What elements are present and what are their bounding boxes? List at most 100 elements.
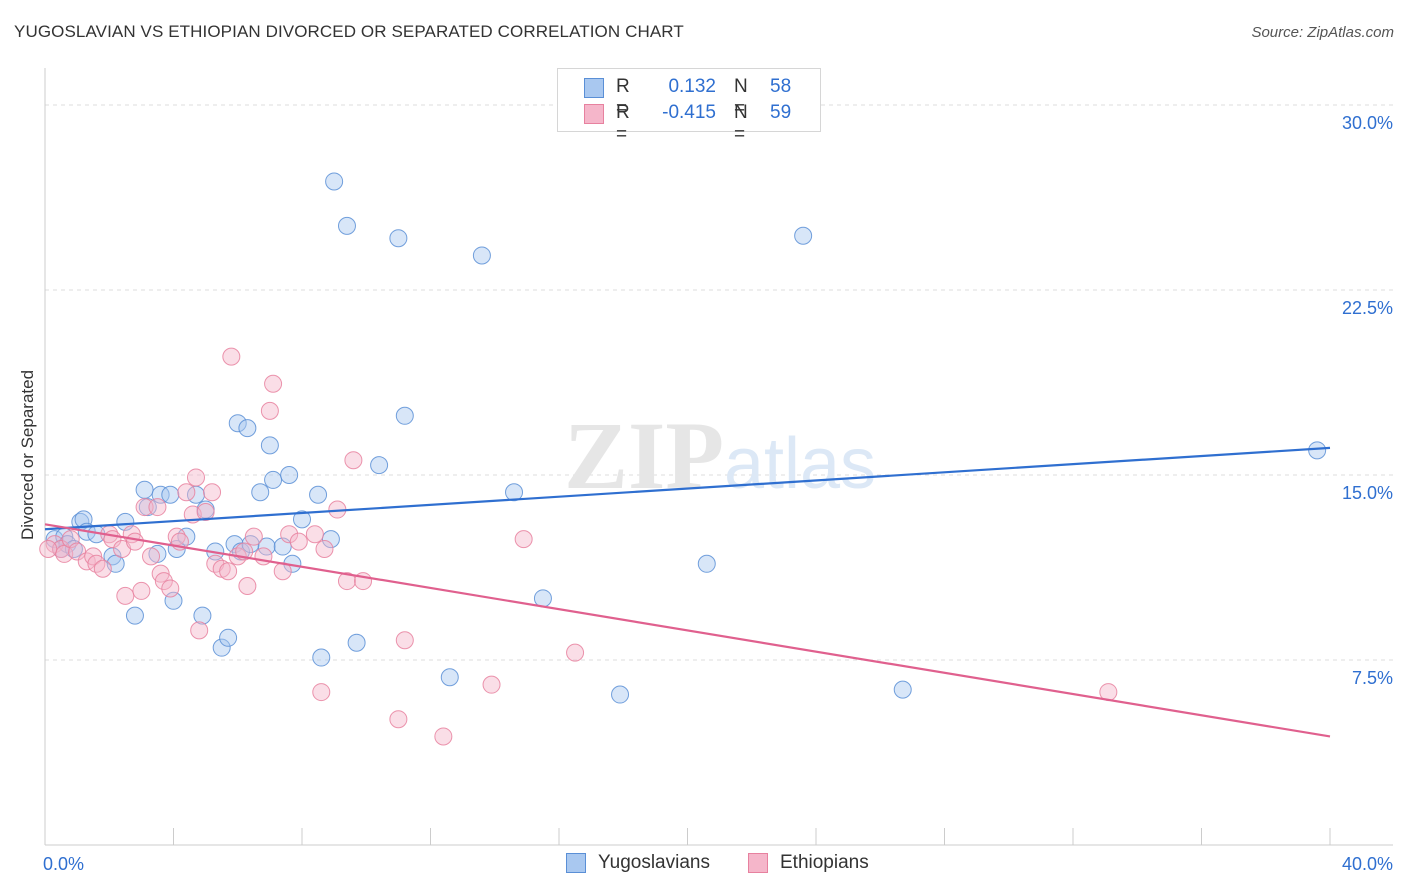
legend-r-label: R = xyxy=(616,76,630,119)
x-tick-label-max: 40.0% xyxy=(1342,854,1393,874)
data-point-ethiopian xyxy=(52,540,71,558)
data-point-yugoslavian xyxy=(472,246,491,265)
bottom-legend-swatch-blue xyxy=(566,853,586,873)
bottom-legend-label: Ethiopians xyxy=(780,852,869,873)
data-point-yugoslavian xyxy=(228,414,247,433)
data-point-yugoslavian xyxy=(1308,441,1327,460)
data-point-yugoslavian xyxy=(135,480,154,499)
watermark-zip: ZIP xyxy=(564,402,724,509)
data-point-yugoslavian xyxy=(264,470,283,489)
y-tick-label: 7.5% xyxy=(1352,668,1393,688)
data-point-yugoslavian xyxy=(325,172,344,191)
data-point-ethiopian xyxy=(337,572,356,591)
legend-r-label: R = xyxy=(616,102,630,145)
data-point-yugoslavian xyxy=(161,485,180,504)
data-point-ethiopian xyxy=(389,710,408,729)
data-point-ethiopian xyxy=(312,683,331,702)
legend-r-value: -0.415 xyxy=(662,102,716,123)
data-point-ethiopian xyxy=(280,525,299,544)
y-tick-labels: 7.5% 15.0% 22.5% 30.0% xyxy=(1342,113,1393,688)
data-point-ethiopian xyxy=(177,483,196,502)
data-point-ethiopian xyxy=(315,540,334,558)
chart-source: Source: ZipAtlas.com xyxy=(1251,24,1394,41)
chart-title: YUGOSLAVIAN VS ETHIOPIAN DIVORCED OR SEP… xyxy=(14,22,684,41)
data-point-yugoslavian xyxy=(125,606,144,625)
data-point-ethiopian xyxy=(135,498,154,517)
trend-line-yugoslavians xyxy=(44,446,1331,531)
data-point-ethiopian xyxy=(344,451,363,470)
correlation-legend: R = 0.132 N = 58 R = -0.415 N = 59 xyxy=(557,68,821,145)
data-point-ethiopian xyxy=(514,530,533,549)
data-point-yugoslavian xyxy=(64,540,83,558)
data-point-yugoslavian xyxy=(193,606,212,625)
data-point-ethiopian xyxy=(116,586,135,605)
data-point-yugoslavian xyxy=(533,589,552,608)
data-point-ethiopian xyxy=(190,621,209,640)
data-point-ethiopian xyxy=(132,581,151,600)
data-point-ethiopian xyxy=(264,374,283,393)
data-point-ethiopian xyxy=(222,347,241,366)
data-point-ethiopian xyxy=(203,483,222,502)
data-point-yugoslavian xyxy=(257,537,276,556)
y-tick-label: 30.0% xyxy=(1342,113,1393,133)
legend-n-value: 58 xyxy=(770,76,792,97)
y-tick-label: 15.0% xyxy=(1342,483,1393,503)
watermark-atlas: atlas xyxy=(724,424,876,504)
data-point-ethiopian xyxy=(395,631,414,650)
axes xyxy=(44,68,1393,846)
data-point-ethiopian xyxy=(39,540,58,558)
y-axis-label: Divorced or Separated xyxy=(18,370,37,540)
data-point-ethiopian xyxy=(289,532,308,551)
legend-n-label: N = xyxy=(734,76,748,119)
trend-lines xyxy=(44,446,1331,738)
data-point-ethiopian xyxy=(125,532,144,551)
data-point-ethiopian xyxy=(305,525,324,544)
data-point-ethiopian xyxy=(186,468,205,487)
watermark: ZIPatlas xyxy=(564,402,876,509)
legend-n-label: N = xyxy=(734,102,748,145)
data-point-ethiopian xyxy=(154,572,173,591)
data-point-yugoslavian xyxy=(893,680,912,699)
data-point-ethiopian xyxy=(260,401,279,420)
data-point-yugoslavian xyxy=(697,554,716,573)
data-point-ethiopian xyxy=(244,527,263,546)
data-point-ethiopian xyxy=(68,542,87,561)
data-point-yugoslavian xyxy=(309,485,328,504)
data-point-ethiopian xyxy=(142,547,161,566)
data-point-yugoslavian xyxy=(395,406,414,425)
data-point-yugoslavian xyxy=(280,466,299,484)
data-point-yugoslavian xyxy=(440,668,459,687)
data-point-yugoslavian xyxy=(370,456,389,475)
data-point-ethiopian xyxy=(238,577,257,595)
trend-line-ethiopians xyxy=(44,523,1331,738)
data-point-ethiopian xyxy=(219,562,238,581)
grid-lines xyxy=(45,104,1393,661)
bottom-legend-label: Yugoslavians xyxy=(598,852,710,873)
data-point-ethiopian xyxy=(148,498,167,517)
data-point-yugoslavian xyxy=(260,436,279,455)
legend-swatch-blue xyxy=(584,78,604,98)
data-point-ethiopian xyxy=(566,643,585,662)
legend-r-value: 0.132 xyxy=(668,76,716,97)
data-point-ethiopian xyxy=(482,675,501,694)
data-point-yugoslavian xyxy=(219,628,238,647)
x-tick-label-min: 0.0% xyxy=(43,854,84,874)
data-point-yugoslavian xyxy=(794,226,813,245)
data-point-yugoslavian xyxy=(389,229,408,248)
data-point-yugoslavian xyxy=(238,419,257,438)
y-tick-label: 22.5% xyxy=(1342,298,1393,318)
data-point-yugoslavian xyxy=(505,483,524,502)
data-point-yugoslavian xyxy=(212,638,231,657)
data-point-yugoslavian xyxy=(337,216,356,235)
data-point-yugoslavian xyxy=(321,530,340,549)
data-point-yugoslavian xyxy=(347,633,366,652)
legend-n-value: 59 xyxy=(770,102,792,123)
series-ethiopians xyxy=(39,347,1118,746)
bottom-legend-swatch-pink xyxy=(748,853,768,873)
data-point-yugoslavian xyxy=(611,685,630,704)
legend-swatch-pink xyxy=(584,104,604,124)
data-point-yugoslavian xyxy=(312,648,331,667)
data-point-yugoslavian xyxy=(251,483,270,502)
data-point-ethiopian xyxy=(196,503,215,521)
